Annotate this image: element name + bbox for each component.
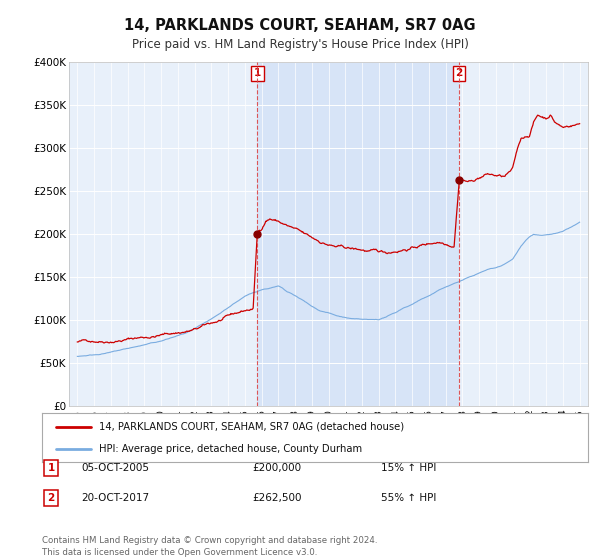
Text: 2: 2 <box>455 68 463 78</box>
Text: 14, PARKLANDS COURT, SEAHAM, SR7 0AG: 14, PARKLANDS COURT, SEAHAM, SR7 0AG <box>124 18 476 33</box>
Text: £200,000: £200,000 <box>252 463 301 473</box>
Text: HPI: Average price, detached house, County Durham: HPI: Average price, detached house, Coun… <box>100 444 362 454</box>
Text: 20-OCT-2017: 20-OCT-2017 <box>81 493 149 503</box>
Text: Contains HM Land Registry data © Crown copyright and database right 2024.
This d: Contains HM Land Registry data © Crown c… <box>42 536 377 557</box>
Text: 2: 2 <box>47 493 55 503</box>
Text: 55% ↑ HPI: 55% ↑ HPI <box>381 493 436 503</box>
Text: 14, PARKLANDS COURT, SEAHAM, SR7 0AG (detached house): 14, PARKLANDS COURT, SEAHAM, SR7 0AG (de… <box>100 422 404 432</box>
Bar <box>257 62 459 406</box>
Text: 1: 1 <box>254 68 261 78</box>
Text: £262,500: £262,500 <box>252 493 302 503</box>
Text: 1: 1 <box>47 463 55 473</box>
Text: 05-OCT-2005: 05-OCT-2005 <box>81 463 149 473</box>
Text: Price paid vs. HM Land Registry's House Price Index (HPI): Price paid vs. HM Land Registry's House … <box>131 38 469 50</box>
Text: 15% ↑ HPI: 15% ↑ HPI <box>381 463 436 473</box>
